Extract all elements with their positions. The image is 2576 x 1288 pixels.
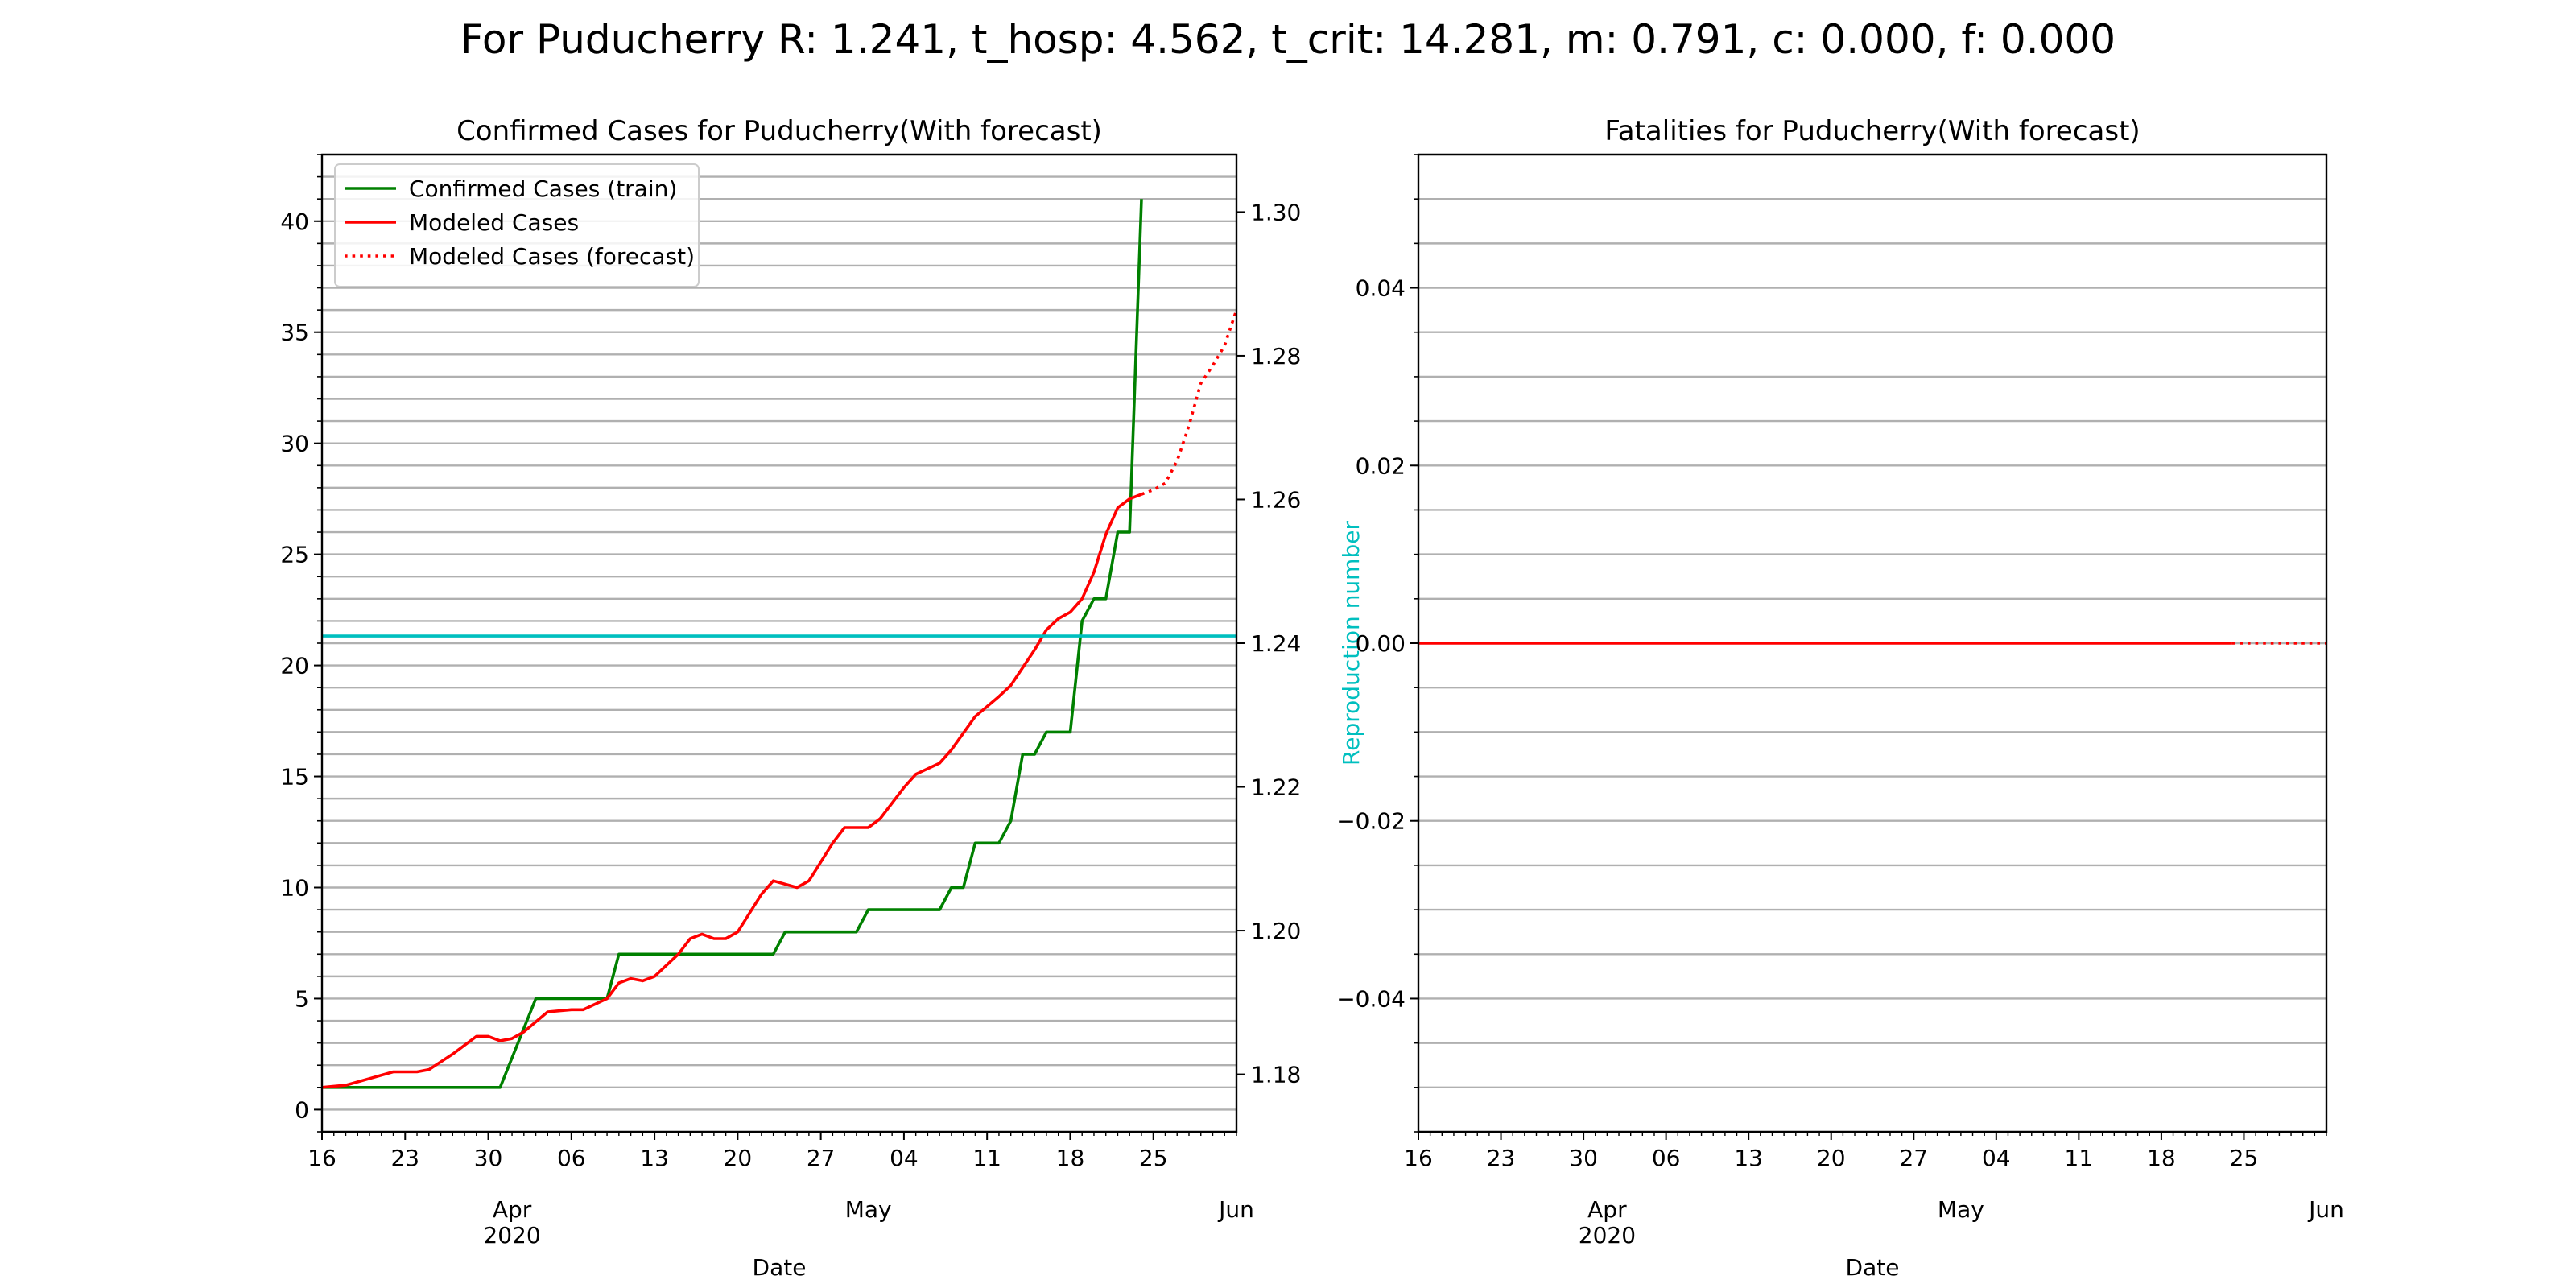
cases-legend-label: Modeled Cases <box>409 209 579 236</box>
fatalities-x-day-label: 16 <box>1404 1145 1433 1171</box>
cases-y-right-label: Reproduction number <box>1338 521 1364 766</box>
cases-x-day-label: 20 <box>724 1145 753 1171</box>
cases-y-tick-label: 0 <box>295 1096 309 1123</box>
fatalities-x-day-label: 30 <box>1569 1145 1598 1171</box>
fatalities-x-month-label: Apr <box>1587 1196 1627 1223</box>
fatalities-x-day-label: 18 <box>2147 1145 2176 1171</box>
confirmed-cases-chart-title: Confirmed Cases for Puducherry(With fore… <box>456 115 1102 147</box>
cases-y-tick-label: 40 <box>280 208 309 235</box>
fatalities-y-tick-label: −0.02 <box>1336 808 1406 835</box>
cases-y-right-tick-label: 1.28 <box>1251 343 1301 369</box>
cases-x-day-label: 11 <box>972 1145 1001 1171</box>
fatalities-chart: Fatalities for Puducherry(With forecast)… <box>1336 115 2344 1281</box>
cases-x-month-label: Jun <box>1217 1196 1254 1223</box>
fatalities-y-tick-label: 0.04 <box>1356 275 1406 302</box>
cases-y-tick-label: 15 <box>280 764 309 791</box>
cases-x-day-label: 18 <box>1056 1145 1085 1171</box>
figure-suptitle: For Puducherry R: 1.241, t_hosp: 4.562, … <box>460 16 2116 63</box>
cases-x-month-label: May <box>845 1196 892 1223</box>
cases-y-right-tick-label: 1.18 <box>1251 1062 1301 1088</box>
cases-y-tick-label: 35 <box>280 320 309 346</box>
fatalities-chart-title: Fatalities for Puducherry(With forecast) <box>1604 115 2140 147</box>
cases-y-right-tick-label: 1.22 <box>1251 774 1301 801</box>
cases-y-tick-label: 5 <box>295 985 309 1012</box>
fatalities-y-tick-label: 0.00 <box>1356 630 1406 657</box>
cases-y-right-tick-label: 1.30 <box>1251 199 1301 225</box>
fatalities-x-day-label: 11 <box>2065 1145 2094 1171</box>
fatalities-x-day-label: 13 <box>1734 1145 1763 1171</box>
cases-y-tick-label: 10 <box>280 875 309 902</box>
cases-legend-box <box>334 163 700 287</box>
fatalities-x-month-label: May <box>1938 1196 1984 1223</box>
fatalities-y-tick-label: 0.02 <box>1356 452 1406 479</box>
cases-x-year-label: 2020 <box>483 1222 540 1249</box>
fatalities-x-axis-label: Date <box>1846 1254 1900 1281</box>
cases-x-day-label: 13 <box>640 1145 669 1171</box>
cases-x-day-label: 06 <box>557 1145 586 1171</box>
cases-legend-label: Modeled Cases (forecast) <box>409 243 695 270</box>
fatalities-x-year-label: 2020 <box>1579 1222 1636 1249</box>
cases-x-day-label: 16 <box>308 1145 336 1171</box>
confirmed-cases-chart: Confirmed Cases for Puducherry(With fore… <box>280 115 1364 1281</box>
cases-legend-label: Confirmed Cases (train) <box>409 175 677 202</box>
cases-legend: Confirmed Cases (train) Modeled Cases Mode… <box>334 163 700 287</box>
fatalities-x-day-label: 06 <box>1652 1145 1681 1171</box>
cases-y-tick-label: 20 <box>280 653 309 679</box>
cases-line-modeled-cases-forecast <box>1141 309 1238 496</box>
cases-x-day-label: 30 <box>474 1145 503 1171</box>
fatalities-x-month-label: Jun <box>2307 1196 2344 1223</box>
cases-x-axis-label: Date <box>753 1254 807 1281</box>
fatalities-x-day-label: 04 <box>1982 1145 2011 1171</box>
cases-y-tick-label: 25 <box>280 542 309 568</box>
fatalities-x-day-label: 23 <box>1487 1145 1516 1171</box>
cases-x-month-label: Apr <box>493 1196 532 1223</box>
cases-x-day-label: 04 <box>890 1145 919 1171</box>
cases-y-right-tick-label: 1.20 <box>1251 918 1301 944</box>
cases-x-day-label: 27 <box>807 1145 836 1171</box>
fatalities-y-tick-label: −0.04 <box>1336 985 1406 1012</box>
cases-y-tick-label: 30 <box>280 431 309 457</box>
cases-line-confirmed-cases-train <box>322 199 1143 1089</box>
fatalities-x-day-label: 25 <box>2230 1145 2259 1171</box>
cases-y-right-tick-label: 1.24 <box>1251 630 1301 657</box>
fatalities-x-day-label: 27 <box>1899 1145 1928 1171</box>
fatalities-x-day-label: 20 <box>1817 1145 1846 1171</box>
cases-x-day-label: 25 <box>1139 1145 1168 1171</box>
cases-x-day-label: 23 <box>390 1145 419 1171</box>
cases-y-right-tick-label: 1.26 <box>1251 486 1301 513</box>
